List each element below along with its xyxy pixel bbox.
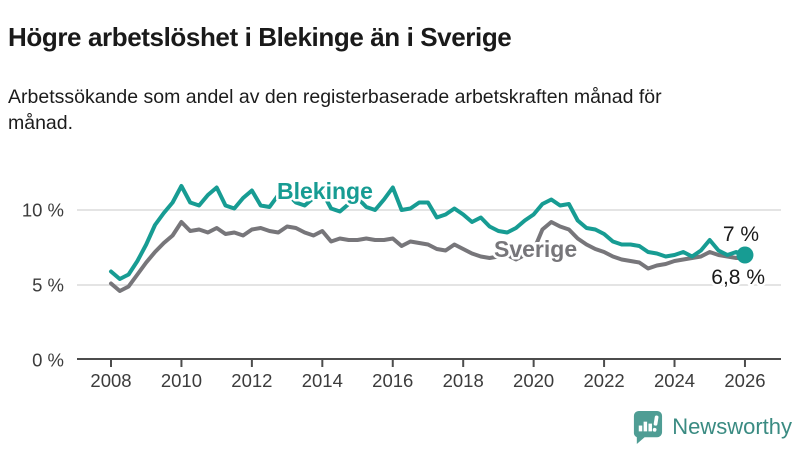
x-tick-label: 2018	[443, 370, 484, 391]
y-tick-label: 0 %	[32, 350, 64, 371]
series-end-dot	[736, 246, 754, 264]
x-tick-label: 2008	[90, 370, 131, 391]
series-line-sverige	[109, 220, 747, 293]
series-label-sverige: Sverige	[494, 236, 577, 262]
x-tick-label: 2016	[372, 370, 413, 391]
x-tick-label: 2012	[231, 370, 272, 391]
y-axis-labels: 0 % 5 % 10 %	[22, 200, 64, 371]
x-tick-label: 2022	[584, 370, 625, 391]
series-line-blekinge	[109, 184, 747, 281]
chart-subtitle: Arbetssökande som andel av den registerb…	[8, 85, 662, 135]
x-tick-label: 2014	[302, 370, 343, 391]
bar-chart-speech-bubble-icon	[634, 410, 663, 444]
end-value-sverige: 6,8 %	[711, 266, 765, 289]
x-tick-label: 2010	[161, 370, 202, 391]
series-label-blekinge: Blekinge	[277, 178, 373, 204]
brand-name: Newsworthy	[672, 414, 792, 439]
page-title: Högre arbetslöshet i Blekinge än i Sveri…	[8, 22, 512, 53]
x-axis-tickmarks	[110, 359, 746, 367]
x-tick-label: 2020	[513, 370, 554, 391]
y-tick-label: 5 %	[32, 275, 64, 296]
newsworthy-brand-link[interactable]: Newsworthy	[631, 409, 792, 445]
horizontal-gridlines	[77, 209, 781, 286]
y-tick-label: 10 %	[22, 200, 64, 221]
end-value-blekinge: 7 %	[723, 223, 759, 246]
x-tick-label: 2026	[724, 370, 765, 391]
x-axis-labels: 2008 2010 2012 2014 2016 2018 2020 2022 2024 2026	[90, 370, 765, 391]
x-tick-label: 2024	[654, 370, 695, 391]
